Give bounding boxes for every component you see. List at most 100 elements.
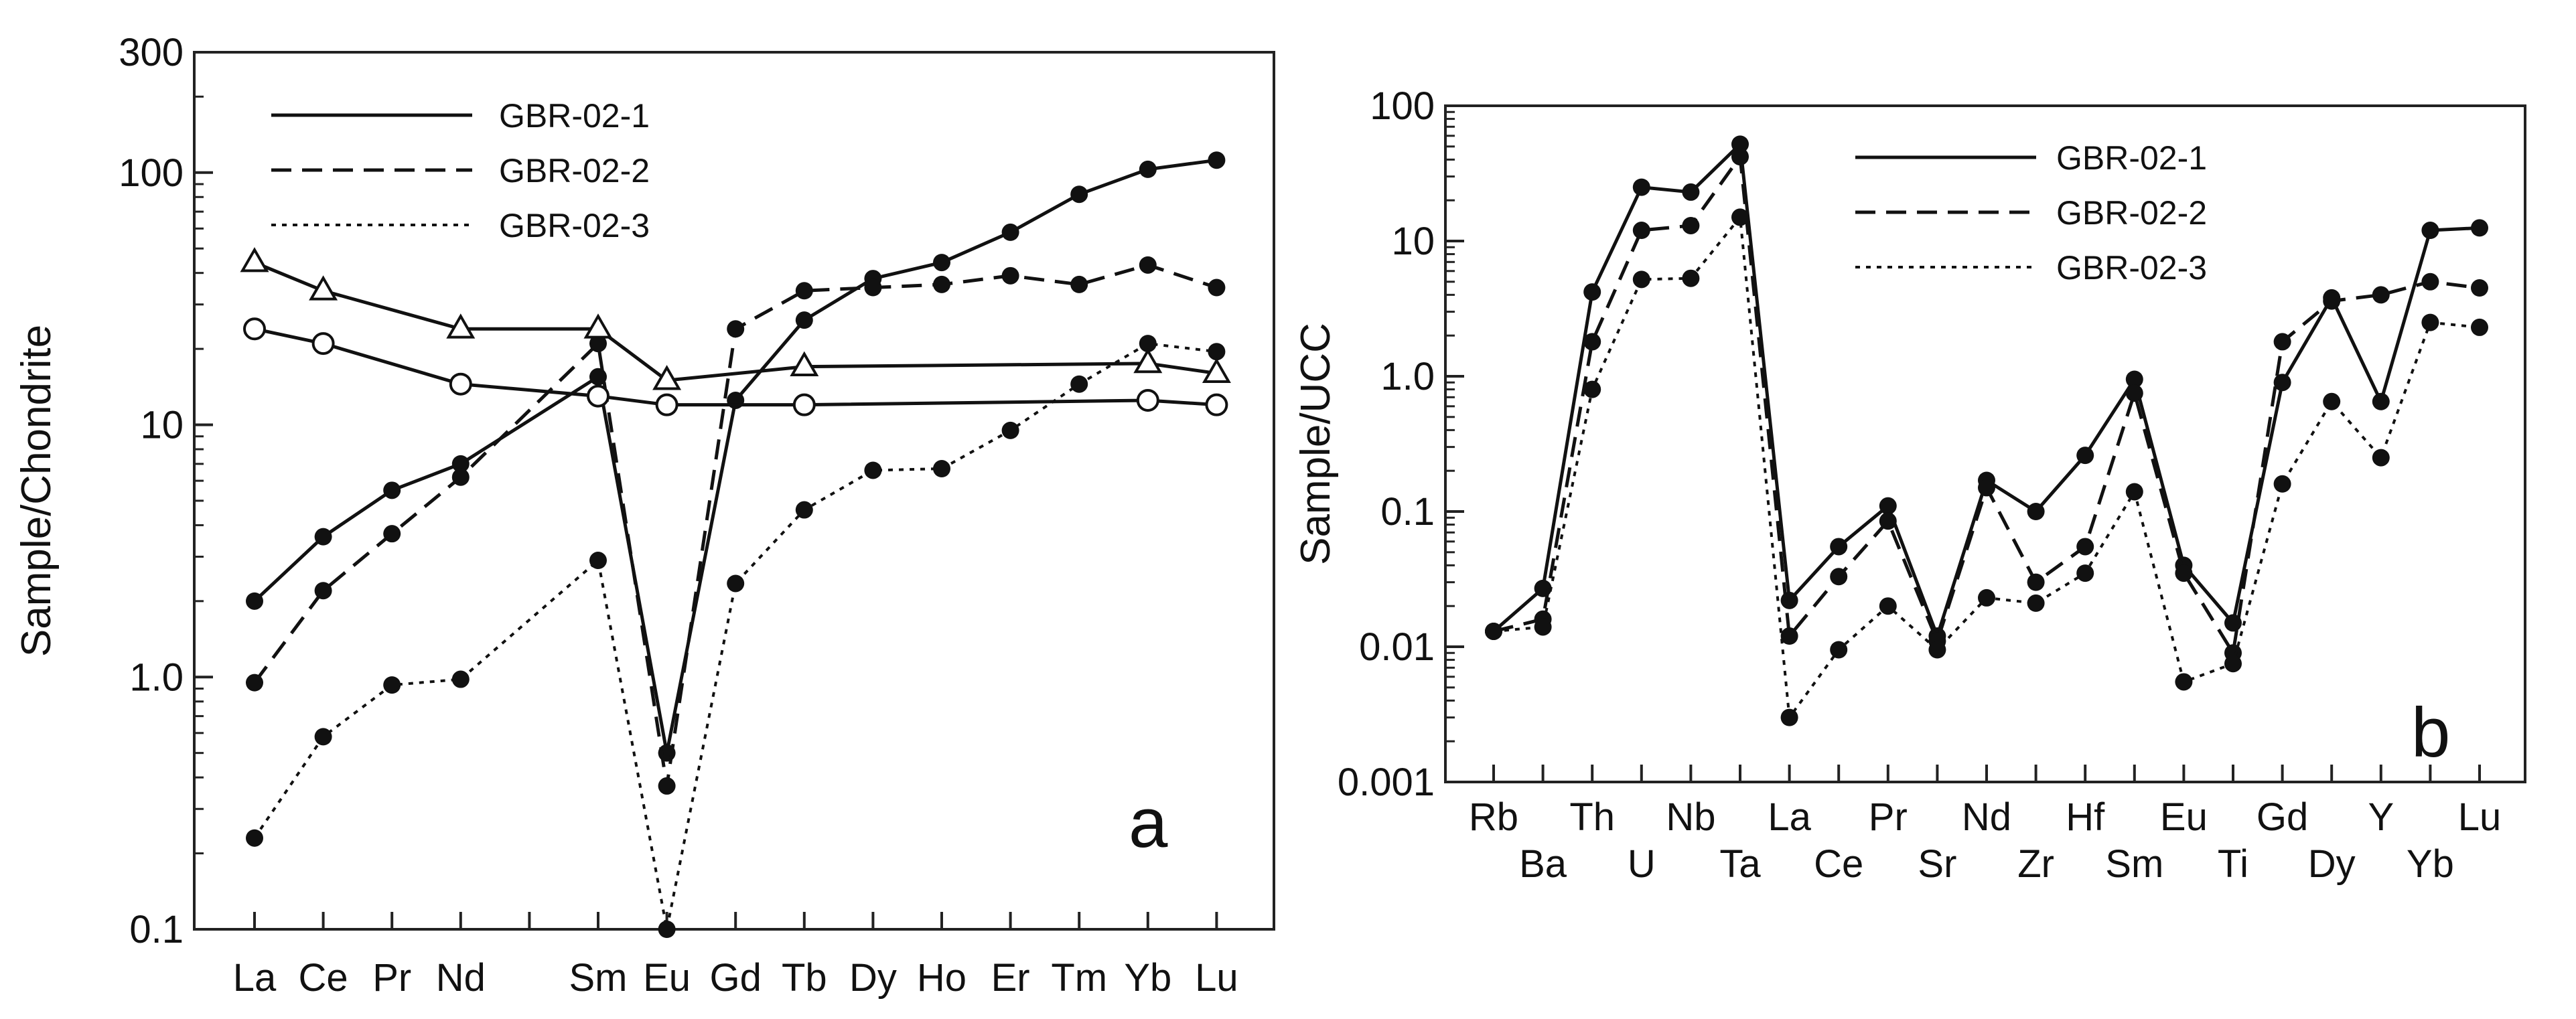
data-point	[383, 676, 401, 694]
panel-label: a	[1129, 784, 1168, 862]
y-tick-label: 1.0	[129, 655, 184, 699]
data-point	[2027, 503, 2045, 520]
data-point	[2273, 475, 2291, 493]
data-point	[658, 921, 676, 938]
data-point	[1731, 135, 1749, 153]
series-line	[253, 263, 1218, 787]
data-point	[587, 384, 610, 408]
data-point	[1682, 183, 1700, 201]
legend-label: GBR-02-3	[499, 207, 650, 244]
data-point	[2323, 292, 2341, 310]
data-point	[2471, 279, 2488, 297]
data-point	[1208, 151, 1226, 169]
y-tick-label: 0.001	[1338, 761, 1435, 804]
data-point	[1583, 333, 1601, 351]
data-point	[1632, 178, 1650, 196]
data-point	[1583, 283, 1601, 301]
data-point	[790, 351, 819, 377]
data-point	[1583, 380, 1601, 398]
y-tick-label: 0.1	[1380, 490, 1435, 534]
data-point	[240, 247, 269, 272]
legend-label: GBR-02-1	[499, 97, 650, 135]
data-point	[1879, 512, 1897, 530]
panel-label: b	[2411, 694, 2450, 772]
data-point	[1632, 222, 1650, 240]
x-tick-label: Th	[1569, 795, 1615, 839]
data-point	[1780, 627, 1798, 645]
x-tick-label: La	[233, 956, 277, 1000]
data-point	[2175, 564, 2193, 582]
data-point	[309, 275, 338, 301]
data-point	[2372, 286, 2390, 304]
data-point	[246, 829, 263, 847]
x-tick-label: Zr	[2017, 842, 2054, 886]
x-tick-label: Tm	[1051, 956, 1107, 1000]
data-point	[1830, 538, 1848, 556]
y-tick-label: 10	[1391, 220, 1435, 263]
data-point	[1139, 335, 1157, 353]
data-point	[1202, 358, 1231, 383]
x-tick-label: Ti	[2218, 842, 2248, 886]
data-point	[314, 528, 332, 546]
series-line	[253, 158, 1217, 754]
x-tick-label: Lu	[2458, 795, 2502, 839]
data-point	[864, 279, 882, 297]
data-point	[933, 460, 950, 478]
data-point	[246, 592, 263, 610]
series-line	[254, 327, 1217, 407]
x-tick-label: Pr	[372, 956, 411, 1000]
y-tick-label: 10	[140, 404, 184, 447]
chart-panel-a: 0.1 1.0 10 100 300 La Ce Pr Nd Sm Eu Gd Tb Dy Ho Er Tm Yb…	[13, 31, 1275, 1000]
data-point	[2125, 370, 2143, 388]
data-point	[727, 320, 745, 338]
data-point	[314, 728, 332, 746]
data-point	[1070, 185, 1088, 204]
legend-label: GBR-02-2	[499, 152, 650, 189]
x-tick-label: U	[1628, 842, 1656, 886]
data-point	[314, 582, 332, 600]
data-point	[933, 254, 950, 272]
data-point	[1205, 393, 1228, 416]
data-point	[243, 317, 266, 341]
data-point	[1070, 275, 1088, 293]
x-tick-label: Er	[991, 956, 1030, 1000]
data-point	[727, 574, 745, 593]
data-point	[1534, 579, 1552, 597]
y-axis-title: Sample/Chondrite	[13, 325, 60, 657]
legend-label: GBR-02-2	[2056, 194, 2207, 232]
data-point	[1830, 568, 1848, 586]
data-point	[2372, 449, 2390, 467]
data-point	[2471, 219, 2488, 237]
x-tick-label: Lu	[1195, 956, 1238, 1000]
x-tick-label: Gd	[2257, 795, 2308, 839]
x-tick-label: Yb	[1124, 956, 1171, 1000]
data-point	[2224, 655, 2242, 673]
x-tick-label: Ce	[1814, 842, 1863, 886]
data-point	[446, 313, 476, 339]
data-point	[1485, 622, 1502, 640]
data-point	[652, 365, 682, 390]
x-tick-label: Nb	[1666, 795, 1715, 839]
x-tick-label: Ho	[917, 956, 967, 1000]
x-tick-label: Rb	[1469, 795, 1518, 839]
x-tick-label: Pr	[1869, 795, 1908, 839]
data-point	[2273, 374, 2291, 392]
y-tick-label: 100	[119, 151, 184, 195]
data-point	[451, 670, 470, 688]
data-point	[795, 282, 813, 300]
data-point	[2471, 318, 2488, 336]
data-point	[1632, 270, 1650, 289]
data-point	[655, 393, 678, 416]
data-point	[1682, 269, 1700, 287]
x-tick-label: Tb	[782, 956, 827, 1000]
x-tick-label: Ta	[1719, 842, 1761, 886]
data-point	[383, 525, 401, 543]
x-tick-label: Eu	[2160, 795, 2208, 839]
data-point	[792, 393, 816, 416]
y-tick-label: 100	[1370, 84, 1435, 128]
series-line	[254, 260, 1217, 382]
data-point	[589, 335, 607, 353]
x-tick-label: Eu	[643, 956, 691, 1000]
data-point	[2076, 447, 2094, 465]
data-point	[1731, 148, 1749, 166]
